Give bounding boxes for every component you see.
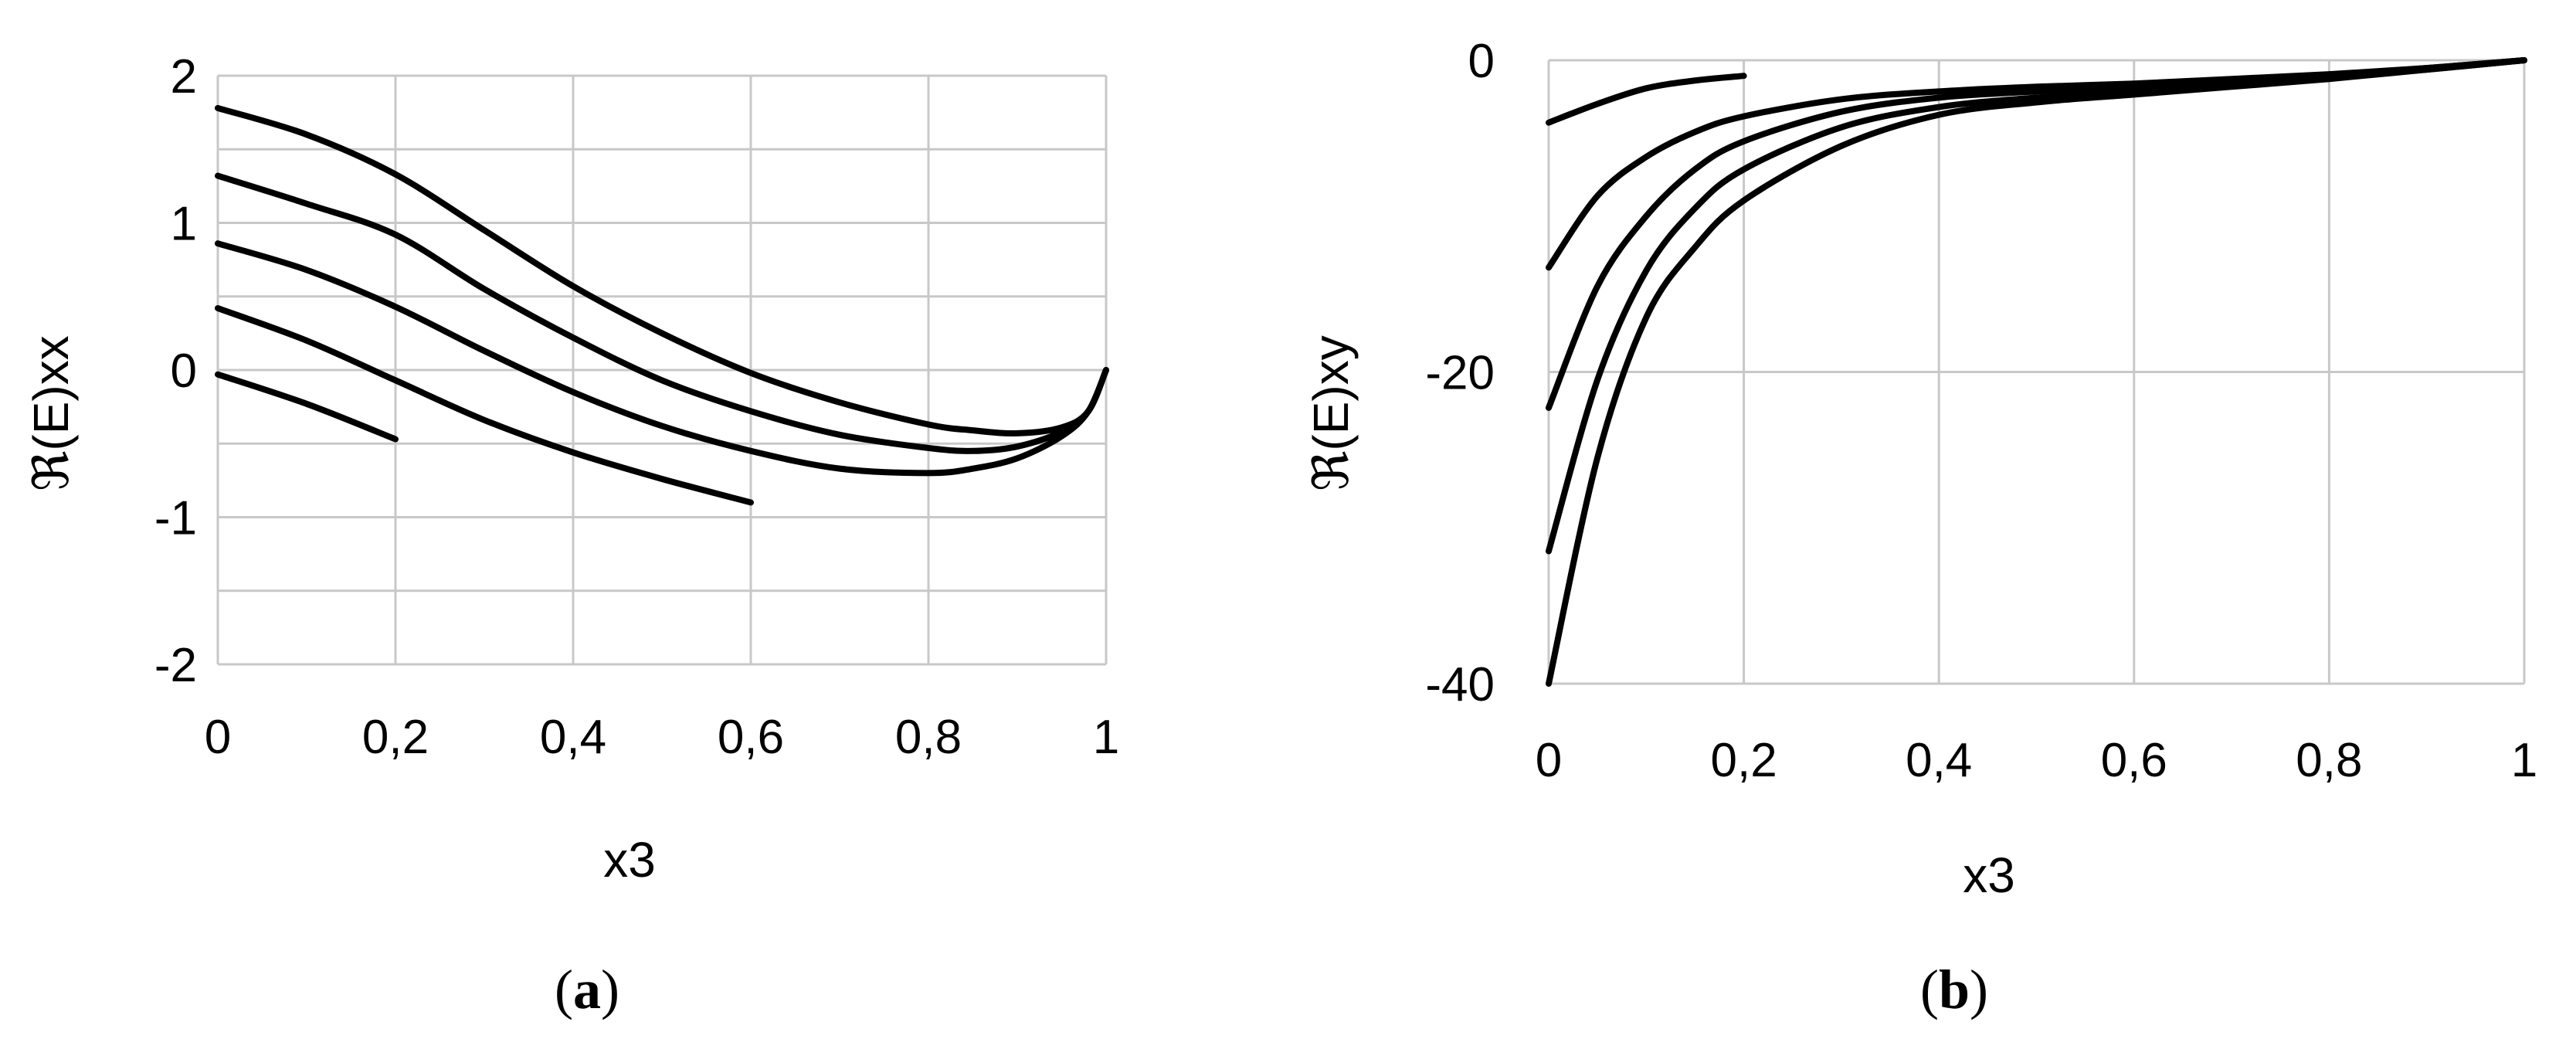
panel-a-grid	[216, 74, 1108, 666]
x-tick-label: 0	[205, 711, 231, 764]
y-tick-label: 0	[1468, 35, 1495, 88]
y-tick-label: 0	[171, 345, 197, 398]
x-tick-label: 1	[2511, 734, 2537, 787]
series-line-5	[215, 371, 399, 443]
panel-b-y-tick-labels: -40 -20 0	[1425, 35, 1495, 711]
panel-b-grid	[1547, 59, 2526, 685]
x-tick-label: 0,6	[2101, 734, 2167, 787]
series-line-5	[1546, 57, 2527, 687]
x-tick-label: 0	[1536, 734, 1562, 787]
x-tick-label: 0,8	[2296, 734, 2362, 787]
x-tick-label: 0,2	[1710, 734, 1777, 787]
panel-b-curves	[1546, 57, 2527, 687]
series-line-4	[215, 304, 754, 506]
series-line-1	[1546, 73, 1747, 126]
panel-a-y-axis-label: ℜ(E)xx	[23, 335, 79, 491]
panel-a-chart: 0 0,2 0,4 0,6 0,8 1 -2 -1 0 1 2 x3 ℜ(E)xx (a)	[23, 50, 1119, 1020]
panel-b-y-axis-label: ℜ(E)xy	[1303, 335, 1359, 491]
y-tick-label: -2	[154, 639, 197, 692]
panel-b-x-tick-labels: 0 0,2 0,4 0,6 0,8 1	[1536, 734, 2537, 787]
panel-b-label: (b)	[1920, 959, 1988, 1020]
y-tick-label: -1	[154, 492, 197, 545]
y-tick-label: -20	[1425, 347, 1495, 400]
y-tick-label: 1	[171, 198, 197, 251]
series-line-2	[215, 172, 1109, 454]
series-line-1	[215, 104, 1109, 437]
x-tick-label: 0,4	[540, 711, 606, 764]
x-tick-label: 0,2	[362, 711, 429, 764]
y-tick-label: -40	[1425, 658, 1495, 711]
y-tick-label: 2	[171, 50, 197, 104]
panel-a-x-tick-labels: 0 0,2 0,4 0,6 0,8 1	[205, 711, 1119, 764]
panel-a-x-axis-label: x3	[603, 832, 656, 888]
series-line-3	[215, 240, 1109, 477]
panel-b-x-axis-label: x3	[1963, 847, 2015, 903]
x-tick-label: 0,4	[1906, 734, 1972, 787]
panel-b-chart: 0 0,2 0,4 0,6 0,8 1 -40 -20 0 x3 ℜ(E)xy (b)	[1303, 35, 2537, 1020]
panel-a-label: (a)	[555, 959, 619, 1020]
x-tick-label: 1	[1093, 711, 1119, 764]
x-tick-label: 0,6	[718, 711, 784, 764]
x-tick-label: 0,8	[895, 711, 962, 764]
panel-a-curves	[215, 104, 1109, 506]
series-line-3	[1546, 57, 2527, 411]
panel-a-y-tick-labels: -2 -1 0 1 2	[154, 50, 197, 692]
